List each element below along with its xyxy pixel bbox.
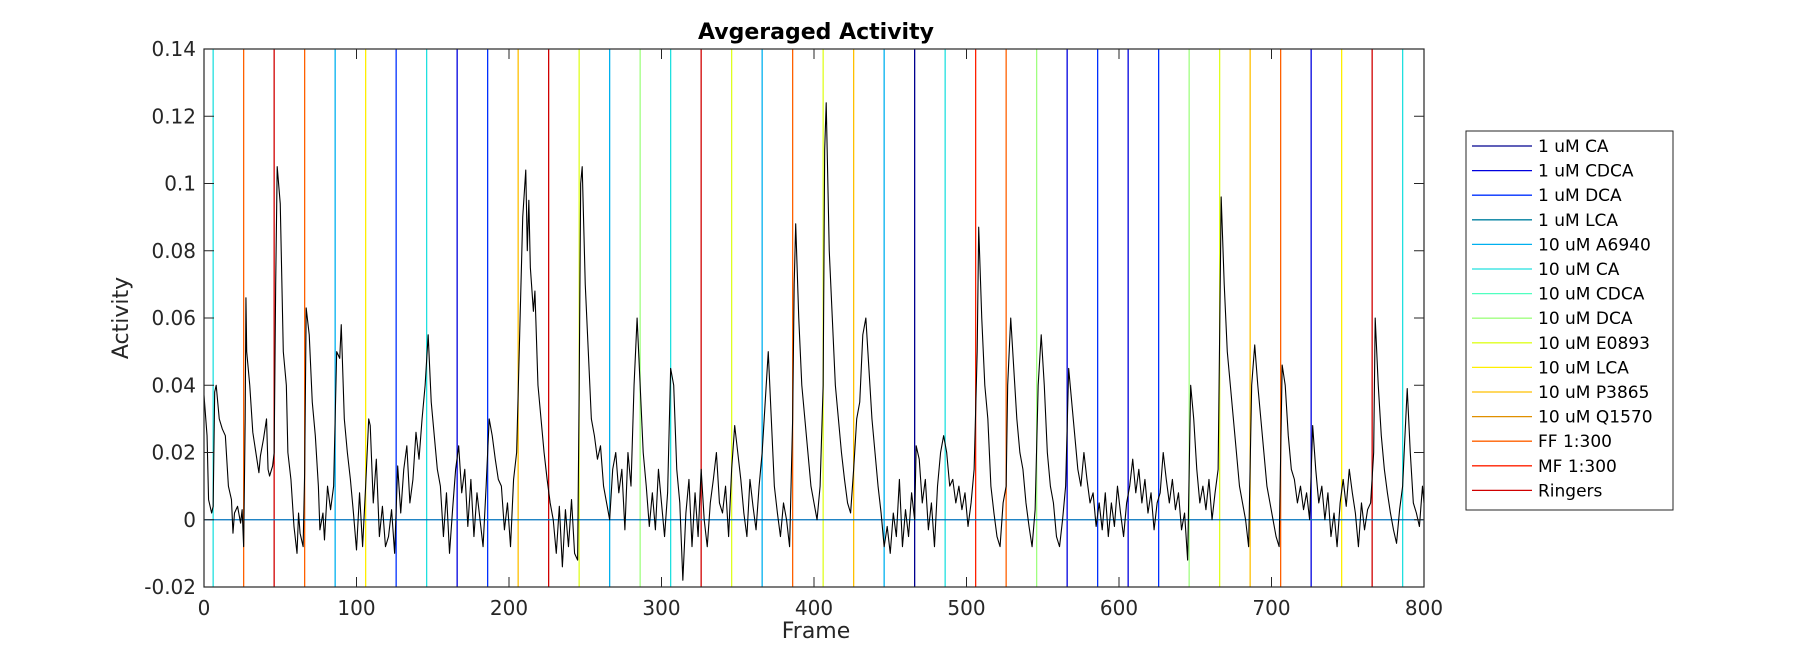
legend-label: 1 uM CDCA <box>1538 162 1634 182</box>
legend: 1 uM CA 1 uM CDCA 1 uM DCA 1 uM LCA 10 uM A6… <box>1465 130 1674 511</box>
legend-label: 10 uM E0893 <box>1538 334 1650 354</box>
y-tick-label: 0.04 <box>151 373 196 397</box>
x-tick-label: 300 <box>642 596 680 620</box>
x-tick-label: 800 <box>1405 596 1443 620</box>
y-tick-label: -0.02 <box>144 575 196 599</box>
y-tick-label: 0.12 <box>151 104 196 128</box>
x-tick-label: 200 <box>490 596 528 620</box>
activity-trace <box>203 102 1425 581</box>
legend-label: 10 uM P3865 <box>1538 383 1649 403</box>
stimulus-lines <box>212 49 1404 587</box>
y-tick-label: 0.1 <box>164 172 196 196</box>
x-tick-label: 100 <box>337 596 375 620</box>
x-tick-label: 700 <box>1252 596 1290 620</box>
legend-label: 10 uM LCA <box>1538 358 1629 378</box>
y-axis-label: Activity <box>109 277 134 359</box>
x-axis-label: Frame <box>782 619 851 644</box>
legend-label: 1 uM LCA <box>1538 211 1618 231</box>
y-tick-label: 0.06 <box>151 306 196 330</box>
series-line <box>203 102 1425 581</box>
axes: 0 100 200 300 400 500 600 700 800-0.0200.020.040… <box>144 37 1443 620</box>
legend-label: 10 uM Q1570 <box>1538 408 1653 428</box>
y-tick-label: 0 <box>183 508 196 532</box>
legend-label: 10 uM CDCA <box>1538 285 1645 305</box>
chart-title: Avgeraged Activity <box>698 20 934 45</box>
y-tick-label: 0.08 <box>151 239 196 263</box>
x-tick-label: 400 <box>795 596 833 620</box>
legend-label: 10 uM DCA <box>1538 309 1633 329</box>
x-tick-label: 500 <box>947 596 985 620</box>
legend-box <box>1465 130 1674 511</box>
legend-label: 1 uM DCA <box>1538 186 1622 206</box>
legend-label: Ringers <box>1538 481 1603 501</box>
x-tick-label: 0 <box>198 596 211 620</box>
y-tick-label: 0.02 <box>151 441 196 465</box>
legend-label: 10 uM CA <box>1538 260 1620 280</box>
x-tick-label: 600 <box>1100 596 1138 620</box>
y-tick-label: 0.14 <box>151 37 196 61</box>
legend-label: 10 uM A6940 <box>1538 235 1651 255</box>
legend-label: FF 1:300 <box>1538 432 1612 452</box>
legend-label: 1 uM CA <box>1538 137 1609 157</box>
plot-frame <box>203 48 1425 588</box>
legend-label: MF 1:300 <box>1538 457 1617 477</box>
